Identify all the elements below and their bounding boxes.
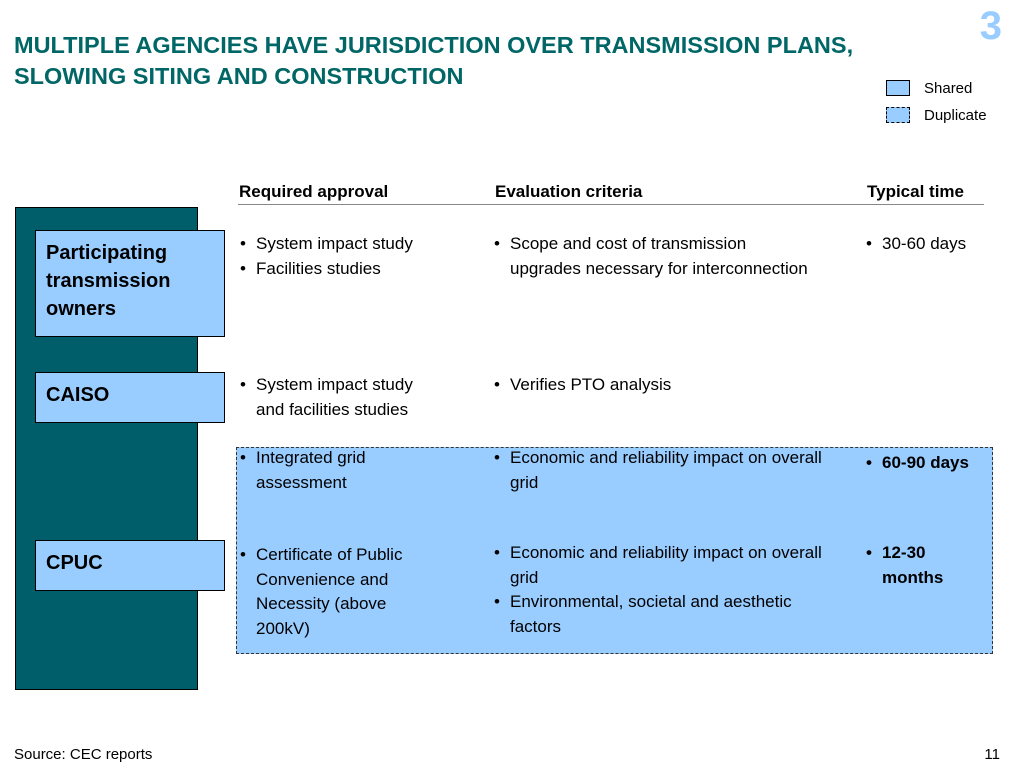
slide-number-badge: 3 <box>979 4 1002 48</box>
legend-duplicate-swatch <box>886 107 910 123</box>
column-header-typical-time: Typical time <box>867 182 964 201</box>
grid-assessment-criteria-list: Economic and reliability impact on overa… <box>492 446 832 495</box>
slide-title: MULTIPLE AGENCIES HAVE JURISDICTION OVER… <box>14 32 854 89</box>
source-note: Source: CEC reports <box>14 746 153 763</box>
cpuc-time-list: 12-30 months <box>864 541 974 590</box>
cpuc-criteria-list: Economic and reliability impact on overa… <box>492 541 832 639</box>
grid-assessment-approval-list: Integrated grid assessment <box>238 446 423 495</box>
list-item: 12-30 months <box>864 541 974 590</box>
list-item: Integrated grid assessment <box>238 446 423 495</box>
caiso-approval-list: System impact study and facilities studi… <box>238 373 423 422</box>
pto-criteria-list: Scope and cost of transmission upgrades … <box>492 232 812 281</box>
agency-box-pto: Participating transmission owners <box>35 230 225 337</box>
list-item: System impact study <box>238 232 418 257</box>
page-number: 11 <box>984 746 1000 763</box>
list-item: 30-60 days <box>864 232 1004 257</box>
agency-box-caiso: CAISO <box>35 372 225 423</box>
header-divider <box>238 204 984 205</box>
cpuc-approval-list: Certificate of Public Convenience and Ne… <box>238 543 423 641</box>
legend-shared: Shared <box>886 78 972 98</box>
list-item: 60-90 days <box>864 451 1004 476</box>
legend-duplicate: Duplicate <box>886 105 987 125</box>
list-item: Economic and reliability impact on overa… <box>492 446 832 495</box>
column-header-evaluation-criteria: Evaluation criteria <box>495 182 643 201</box>
pto-time-list: 30-60 days <box>864 232 1004 257</box>
list-item: Facilities studies <box>238 257 418 282</box>
list-item: Economic and reliability impact on overa… <box>492 541 832 590</box>
grid-assessment-time-list: 60-90 days <box>864 451 1004 476</box>
column-header-required-approval: Required approval <box>239 182 389 201</box>
list-item: System impact study and facilities studi… <box>238 373 423 422</box>
list-item: Environmental, societal and aesthetic fa… <box>492 590 832 639</box>
legend-duplicate-label: Duplicate <box>924 106 987 124</box>
list-item: Verifies PTO analysis <box>492 373 812 398</box>
legend-shared-label: Shared <box>924 79 973 97</box>
legend-shared-swatch <box>886 80 910 96</box>
list-item: Certificate of Public Convenience and Ne… <box>238 543 423 641</box>
list-item: Scope and cost of transmission upgrades … <box>492 232 812 281</box>
caiso-criteria-list: Verifies PTO analysis <box>492 373 812 398</box>
agency-box-cpuc: CPUC <box>35 540 225 591</box>
pto-approval-list: System impact study Facilities studies <box>238 232 418 281</box>
